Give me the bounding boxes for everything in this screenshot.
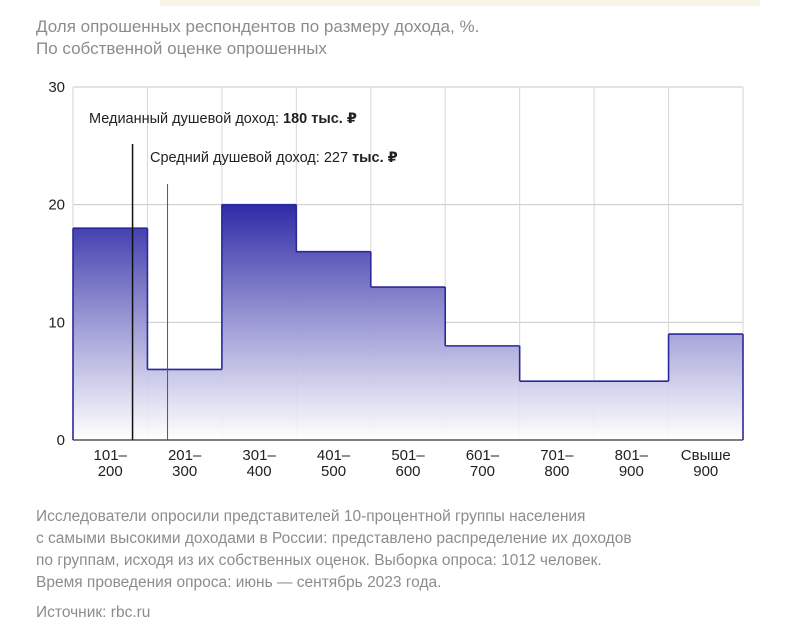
y-tick-label: 0 [57, 432, 65, 449]
x-tick-label: 501– 600 [391, 447, 425, 480]
footnote-line: Время проведения опроса: июнь — сентябрь… [36, 574, 442, 591]
source-text: Источник: rbc.ru [36, 604, 151, 621]
x-tick-label: 101– 200 [94, 447, 128, 480]
median-label: Медианный душевой доход: 180 тыс. ₽ [89, 111, 357, 127]
x-tick-label: 201– 300 [168, 447, 202, 480]
histogram-chart: 0 10 20 30 101– 200 201– 300 301– 400 401– 500 501– 6… [48, 79, 744, 480]
footnote-text: Исследователи опросили представителей 10… [36, 506, 796, 594]
x-tick-label: Свыше 900 [681, 447, 731, 480]
x-tick-label: 601– 700 [466, 447, 500, 480]
x-tick-label: 801– 900 [615, 447, 649, 480]
x-tick-label: 401– 500 [317, 447, 351, 480]
footnote-line: по группам, исходя из их собственных оце… [36, 552, 602, 569]
y-tick-label: 30 [48, 79, 65, 96]
mean-label: Средний душевой доход: 227 тыс. ₽ [150, 150, 398, 166]
x-tick-label: 701– 800 [540, 447, 574, 480]
y-tick-label: 10 [48, 314, 65, 331]
footnote-line: с самыми высокими доходами в России: пре… [36, 530, 632, 547]
footnote-line: Исследователи опросили представителей 10… [36, 508, 586, 525]
chart-title: Доля опрошенных респондентов по размеру … [36, 17, 480, 36]
y-tick-label: 20 [48, 197, 65, 214]
x-tick-label: 301– 400 [242, 447, 276, 480]
top-decor-strip [160, 0, 760, 6]
chart-subtitle: По собственной оценке опрошенных [36, 39, 327, 58]
